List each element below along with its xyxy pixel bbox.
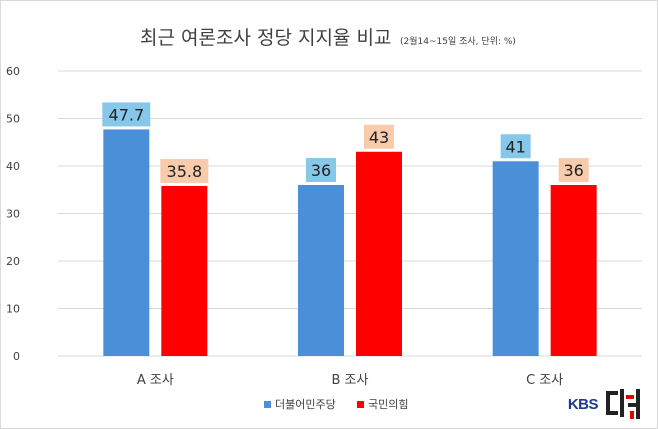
legend: 더불어민주당 국민의힘 <box>264 398 408 411</box>
legend-label: 국민의힘 <box>368 398 408 411</box>
y-tick-label: 50 <box>6 113 20 126</box>
x-axis: A 조사 B 조사 C 조사 <box>137 373 563 388</box>
data-label-box <box>306 158 336 182</box>
y-tick-label: 60 <box>6 65 20 78</box>
y-tick-label: 20 <box>6 255 20 268</box>
bar <box>356 151 402 356</box>
y-tick-label: 0 <box>13 350 20 363</box>
data-label: 43 <box>369 128 389 147</box>
bar <box>298 185 344 356</box>
legend-swatch <box>264 401 271 408</box>
data-labels: 47.7 35.8 36 43 41 36 <box>102 102 589 183</box>
chart-subtitle: (2월14~15일 조사, 단위: %) <box>400 35 516 47</box>
data-label: 41 <box>505 137 525 156</box>
data-label: 47.7 <box>109 105 145 124</box>
broadcast-mark-icon <box>606 389 640 419</box>
kbs-logo-text: KBS <box>567 395 599 413</box>
bar <box>161 185 208 356</box>
y-tick-label: 10 <box>6 303 20 316</box>
bars <box>103 129 597 356</box>
y-tick-label: 40 <box>6 160 20 173</box>
gridlines <box>58 70 642 357</box>
data-label: 36 <box>311 161 331 180</box>
x-tick-label: B 조사 <box>332 373 369 388</box>
legend-swatch <box>357 401 364 408</box>
y-axis: 0 10 20 30 40 50 60 <box>6 65 20 363</box>
kbs-logo: KBS <box>568 385 646 423</box>
data-label: 36 <box>563 161 583 180</box>
legend-label: 더불어민주당 <box>275 398 336 411</box>
data-label-box <box>102 102 151 127</box>
data-label-box <box>500 134 531 159</box>
bar <box>103 129 150 356</box>
data-label-box <box>558 158 589 182</box>
data-label-box <box>364 124 394 149</box>
x-tick-label: A 조사 <box>137 373 174 388</box>
bar <box>492 161 539 356</box>
bar <box>550 185 597 356</box>
chart-title: 최근 여론조사 정당 지지율 비교 <box>140 27 391 49</box>
x-tick-label: C 조사 <box>526 373 563 388</box>
data-label: 35.8 <box>167 162 203 181</box>
y-tick-label: 30 <box>6 208 20 221</box>
data-label-box <box>160 158 209 183</box>
